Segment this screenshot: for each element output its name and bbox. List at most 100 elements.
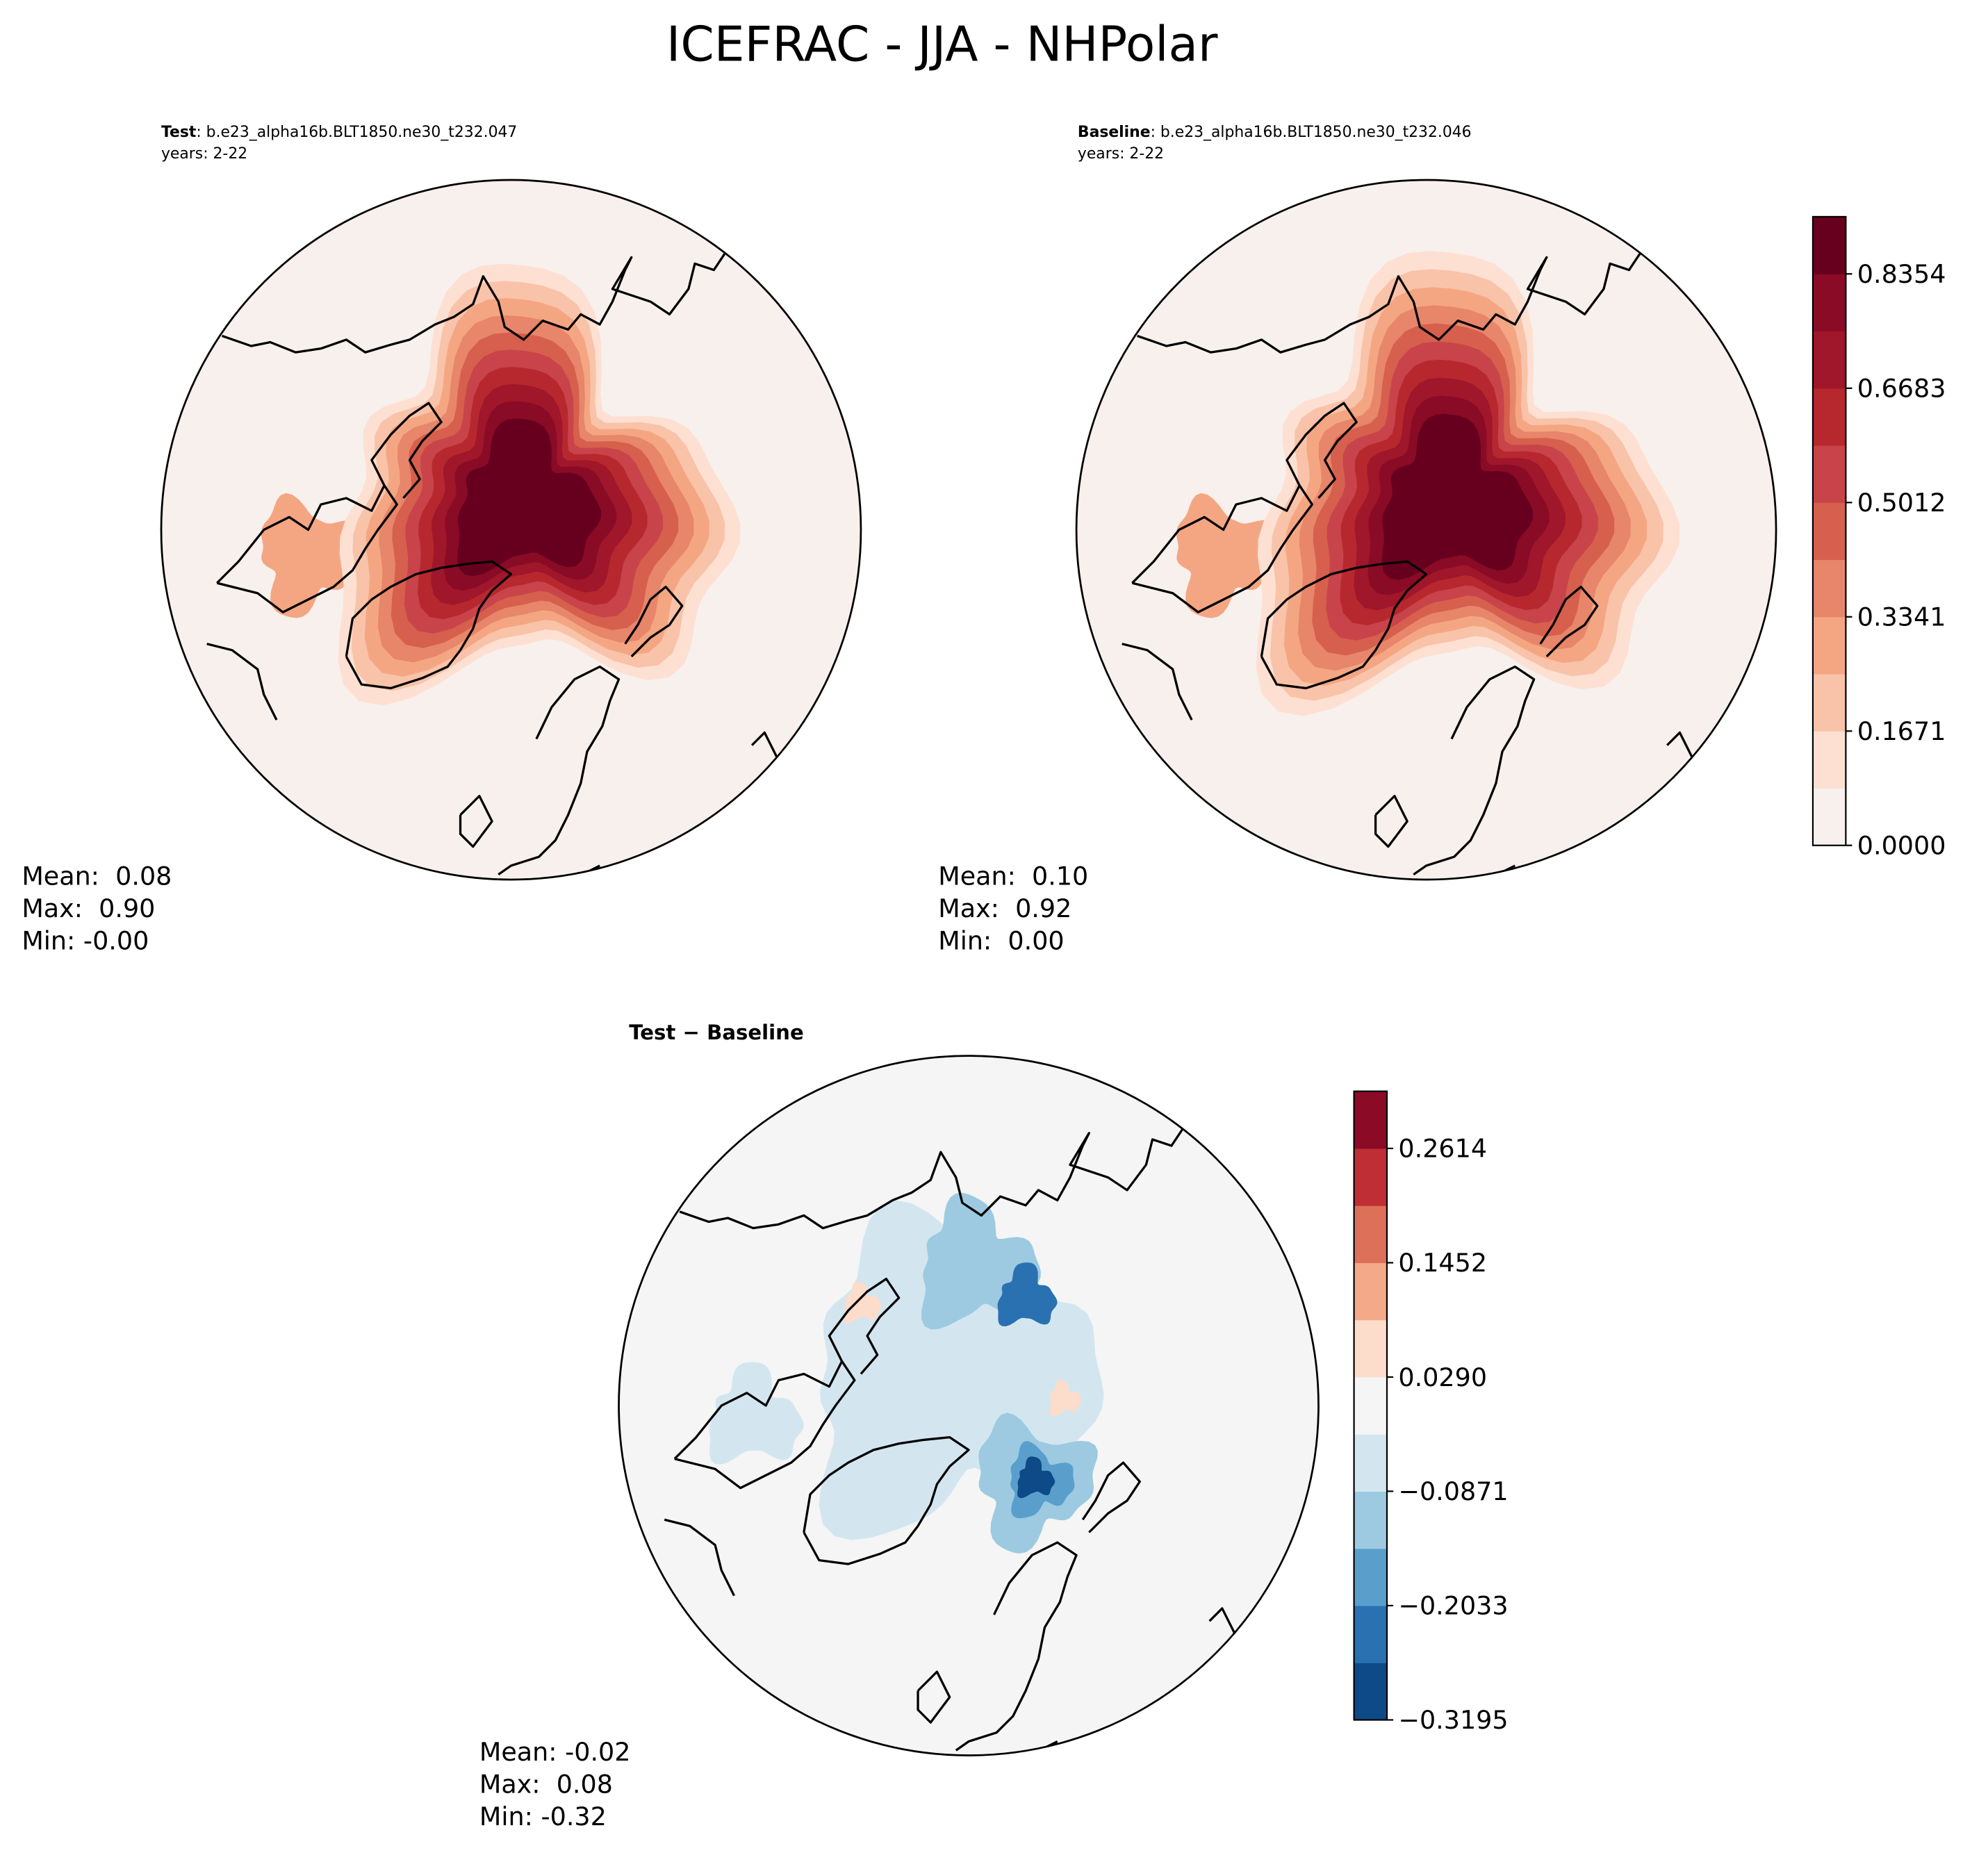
coastline (1081, 1461, 1141, 1533)
colorbar-frame (1353, 1090, 1388, 1721)
ice-field (1176, 493, 1282, 618)
colorbar-tick-label: 0.6683 (1857, 374, 1946, 404)
map (161, 180, 861, 880)
colorbar-segment (1354, 1434, 1388, 1492)
panel-name: Test (161, 124, 196, 141)
coastline (1285, 402, 1358, 499)
colorbar-tick-label: 0.2614 (1398, 1134, 1487, 1164)
panel: Test: b.e23_alpha16b.BLT1850.ne30_t232.0… (22, 124, 862, 955)
coastline (955, 1541, 1078, 1752)
coastline (222, 249, 766, 354)
stats-line: Mean: 0.08 (22, 861, 172, 891)
colorbar-segment (1354, 1491, 1388, 1549)
colorbar-segment (1812, 445, 1846, 503)
coastline (345, 560, 513, 690)
colorbar-tick-label: 0.0000 (1857, 831, 1946, 861)
colorbar-tick-label: −0.2033 (1398, 1591, 1508, 1621)
colorbar-segment (1354, 1091, 1388, 1149)
colorbar-segment (1812, 673, 1846, 732)
stats-line: Mean: -0.02 (479, 1737, 631, 1767)
stats-line: Max: 0.08 (479, 1769, 613, 1799)
colorbar-segment (1812, 731, 1846, 789)
coastline (1131, 484, 1314, 613)
colorbar-segment (1354, 1148, 1388, 1206)
diff-field (1049, 1379, 1082, 1417)
map (1076, 180, 1777, 880)
diff-field (997, 1262, 1058, 1327)
coastline (216, 484, 398, 613)
stats-line: Min: -0.00 (22, 925, 149, 955)
coastline (459, 794, 493, 848)
panel-case: : b.e23_alpha16b.BLT1850.ne30_t232.046 (1151, 124, 1472, 141)
coastline (1374, 794, 1408, 848)
colorbar: −0.3195 −0.2033 −0.0871 0.0290 0.1452 0.2614 (1353, 1090, 1509, 1735)
colorbar-segment (1354, 1319, 1388, 1378)
coastline (803, 1436, 970, 1565)
coastline (917, 1670, 951, 1724)
colorbar-segment (1354, 1548, 1388, 1606)
map-frame (618, 1055, 1320, 1756)
map-frame (160, 179, 862, 881)
colorbar-tick-label: 0.1671 (1857, 716, 1946, 746)
ice-field (1381, 413, 1534, 580)
colorbar-tick-label: 0.5012 (1857, 488, 1946, 518)
diff-field (709, 1362, 804, 1465)
colorbar-tick-label: 0.0290 (1398, 1362, 1487, 1392)
panel-years: years: 2-22 (161, 145, 247, 163)
figure-title: ICEFRAC - JJA - NHPolar (666, 17, 1218, 73)
stats-line: Min: 0.00 (938, 925, 1064, 955)
colorbar-segment (1354, 1262, 1388, 1321)
coastline (679, 1126, 1223, 1230)
panel-title: Test: b.e23_alpha16b.BLT1850.ne30_t232.0… (161, 124, 517, 141)
colorbar-segment (1812, 502, 1846, 561)
colorbar-tick-label: 0.8354 (1857, 259, 1946, 289)
stats-line: Max: 0.90 (22, 893, 155, 923)
colorbar-tick-label: 0.1452 (1398, 1248, 1487, 1278)
panel-name: Baseline (1078, 124, 1151, 141)
panel-case: : b.e23_alpha16b.BLT1850.ne30_t232.047 (196, 124, 517, 141)
colorbar-segment (1812, 616, 1846, 675)
coastline (1122, 643, 1193, 720)
colorbar-segment (1354, 1376, 1388, 1435)
stats-line: Min: -0.32 (479, 1802, 607, 1831)
ice-field (457, 418, 601, 577)
panel-years: years: 2-22 (1078, 145, 1164, 163)
coastline (206, 643, 278, 720)
coastline (624, 585, 684, 658)
coastline (498, 665, 621, 876)
diff-field (844, 1281, 882, 1324)
colorbar-segment (1354, 1605, 1388, 1663)
colorbar-frame (1812, 215, 1847, 846)
colorbar-tick-label: 0.3341 (1857, 602, 1946, 632)
coastline (1137, 249, 1681, 354)
colorbar-segment (1812, 559, 1846, 618)
colorbar-tick-label: −0.0871 (1398, 1476, 1508, 1506)
stats-line: Mean: 0.10 (938, 861, 1088, 891)
diff-field (1017, 1456, 1055, 1499)
stats-line: Max: 0.92 (938, 893, 1071, 923)
colorbar-segment (1812, 274, 1846, 331)
coastline (1260, 560, 1428, 690)
map (618, 1055, 1319, 1756)
coastline (1413, 665, 1536, 876)
coastline (1539, 585, 1599, 658)
coastline (828, 1277, 901, 1375)
colorbar-tick-label: −0.3195 (1398, 1705, 1508, 1735)
coastline (664, 1518, 736, 1597)
colorbar-segment (1812, 216, 1846, 274)
panel-title: Baseline: b.e23_alpha16b.BLT1850.ne30_t2… (1078, 124, 1472, 141)
map-frame (1075, 179, 1777, 881)
coastline (673, 1360, 856, 1490)
colorbar-segment (1812, 788, 1846, 846)
colorbar-segment (1812, 331, 1846, 389)
panel: Baseline: b.e23_alpha16b.BLT1850.ne30_t2… (938, 124, 1777, 955)
panel-name: Test − Baseline (629, 1021, 804, 1044)
colorbar-segment (1354, 1663, 1388, 1721)
colorbar-segment (1812, 388, 1846, 446)
colorbar: 0.0000 0.1671 0.3341 0.5012 0.6683 0.8354 (1812, 215, 1946, 861)
colorbar-segment (1354, 1205, 1388, 1263)
ice-field (261, 493, 367, 618)
coastline (370, 402, 443, 499)
